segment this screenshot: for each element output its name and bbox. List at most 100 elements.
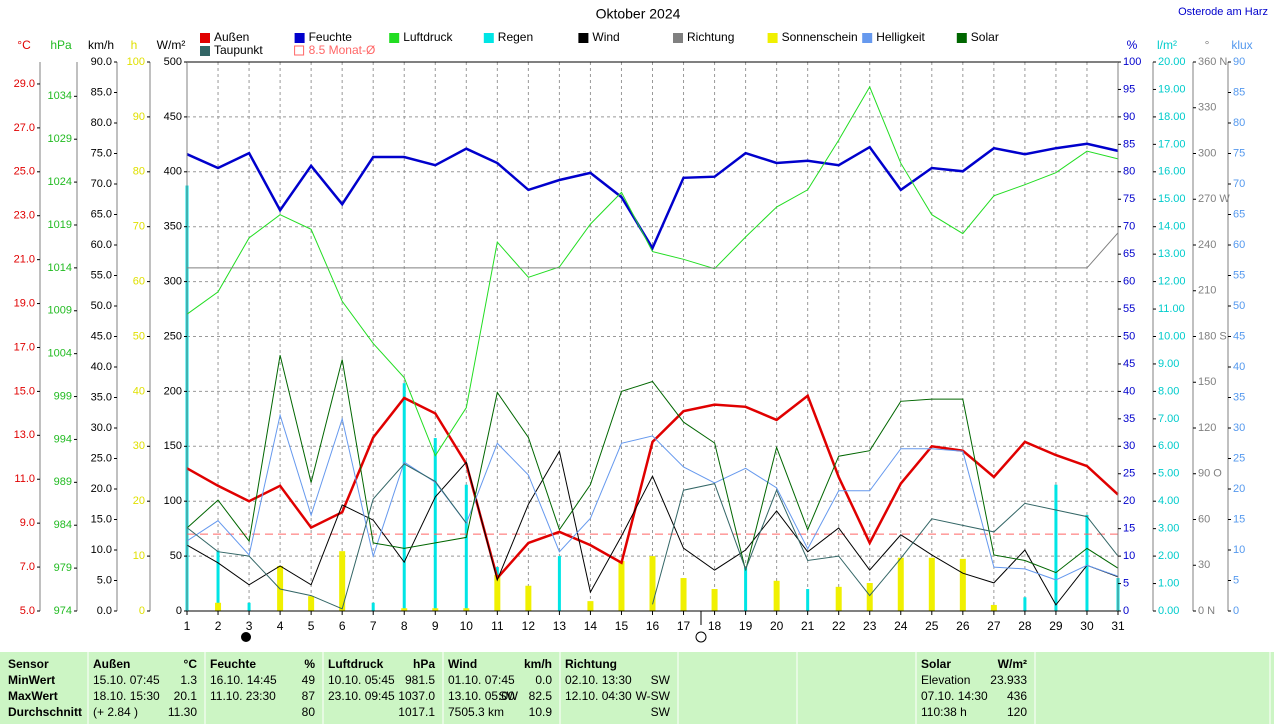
y-tick-label: 50	[1123, 330, 1135, 342]
legend-label: Regen	[498, 30, 533, 44]
x-tick-label: 27	[987, 619, 1001, 633]
y-tick-label: 90.0	[91, 56, 112, 68]
bar	[247, 602, 251, 611]
group-title: Luftdruck	[328, 657, 384, 671]
y-tick-label: 90	[1123, 111, 1135, 123]
y-tick-label: 85	[1123, 138, 1135, 150]
table-cell: 10.9	[529, 705, 553, 719]
y-tick-label: 55.0	[91, 269, 112, 281]
y-tick-label: 40	[133, 385, 145, 397]
x-tick-label: 9	[432, 619, 439, 633]
y-tick-label: 21.0	[14, 254, 35, 266]
y-tick-label: 9.0	[20, 517, 35, 529]
y-tick-label: 11.0	[14, 473, 35, 485]
y-tick-label: 1009	[48, 305, 72, 317]
y-tick-label: 450	[164, 111, 182, 123]
y-axis-unit: hPa	[50, 38, 72, 52]
x-tick-label: 7	[370, 619, 377, 633]
legend-swatch	[294, 33, 305, 43]
y-tick-label: 19.0	[14, 297, 35, 309]
y-tick-label: 150	[1198, 376, 1216, 388]
y-tick-label: 6.00	[1158, 440, 1179, 452]
y-tick-label: 10	[133, 550, 145, 562]
y-tick-label: 40.0	[91, 361, 112, 373]
y-tick-label: 15	[1233, 513, 1245, 525]
bar	[1085, 514, 1089, 611]
x-tick-label: 2	[215, 619, 222, 633]
y-tick-label: 20	[1123, 495, 1135, 507]
y-tick-label: 60	[1123, 276, 1135, 288]
bar	[1054, 484, 1058, 611]
y-tick-label: 1019	[48, 219, 72, 231]
y-tick-label: 60.0	[91, 239, 112, 251]
legend-label: 8.5 Monat-Ø	[309, 43, 376, 57]
y-tick-label: 85	[1233, 86, 1245, 98]
y-tick-label: 25.0	[14, 166, 35, 178]
y-tick-label: 60	[133, 276, 145, 288]
y-tick-label: 330	[1198, 102, 1216, 114]
y-tick-label: 1004	[48, 348, 72, 360]
y-tick-label: 5.0	[20, 605, 35, 617]
x-tick-label: 1	[184, 619, 191, 633]
background	[0, 0, 1274, 650]
y-tick-label: 7.00	[1158, 413, 1179, 425]
y-tick-label: 4.00	[1158, 495, 1179, 507]
table-cell: 7505.3 km	[448, 705, 504, 719]
table-cell: 12.10. 04:30	[565, 689, 632, 703]
group-title: Außen	[93, 657, 130, 671]
legend-label: Feuchte	[309, 30, 353, 44]
table-cell: 23.10. 09:45	[328, 689, 395, 703]
bar	[866, 583, 873, 611]
y-tick-label: 65.0	[91, 208, 112, 220]
group-title: Richtung	[565, 657, 617, 671]
bar	[557, 556, 561, 611]
x-tick-label: 10	[460, 619, 474, 633]
y-tick-label: 27.0	[14, 122, 35, 134]
y-tick-label: 400	[164, 166, 182, 178]
bar	[494, 574, 501, 611]
y-tick-label: 85.0	[91, 86, 112, 98]
y-tick-label: 5	[1123, 577, 1129, 589]
bar	[432, 608, 439, 611]
y-tick-label: 40	[1233, 361, 1245, 373]
legend-label: Sonnenschein	[782, 30, 858, 44]
group-title: Solar	[921, 657, 951, 671]
legend-label: Wind	[592, 30, 619, 44]
y-tick-label: 0	[139, 605, 145, 617]
table-cell: 110:38 h	[921, 705, 967, 719]
y-tick-label: 360 N	[1198, 56, 1227, 68]
bar	[744, 567, 748, 611]
y-tick-label: 14.00	[1158, 221, 1186, 233]
x-tick-label: 19	[739, 619, 753, 633]
bar	[339, 551, 346, 611]
table-cell: 13.10. 05:00	[448, 689, 515, 703]
row-head: Durchschnitt	[8, 705, 82, 719]
group-unit: %	[304, 657, 315, 671]
table-cell: Elevation	[921, 673, 970, 687]
y-tick-label: 80	[133, 166, 145, 178]
y-tick-label: 90	[133, 111, 145, 123]
y-tick-label: 10	[1123, 550, 1135, 562]
table-cell: 1017.1	[398, 705, 435, 719]
y-tick-label: 1.00	[1158, 577, 1179, 589]
y-tick-label: 23.0	[14, 210, 35, 222]
location: Osterode am Harz	[1178, 6, 1268, 18]
y-tick-label: 1024	[48, 176, 72, 188]
y-tick-label: 350	[164, 221, 182, 233]
y-tick-label: 100	[127, 56, 145, 68]
y-axis-unit: %	[1127, 38, 1138, 52]
y-tick-label: 300	[1198, 147, 1216, 159]
y-tick-label: 55	[1233, 269, 1245, 281]
y-tick-label: 250	[164, 330, 182, 342]
table-cell: 02.10. 13:30	[565, 673, 632, 687]
y-tick-label: 5	[1233, 574, 1239, 586]
table-cell: 0.0	[535, 673, 552, 687]
legend-swatch	[956, 33, 967, 43]
series-line	[186, 449, 1119, 606]
y-tick-label: 500	[164, 56, 182, 68]
legend-swatch	[862, 33, 873, 43]
y-tick-label: 45	[1123, 358, 1135, 370]
x-tick-label: 25	[925, 619, 939, 633]
y-tick-label: 50	[170, 550, 182, 562]
bar	[433, 438, 437, 611]
